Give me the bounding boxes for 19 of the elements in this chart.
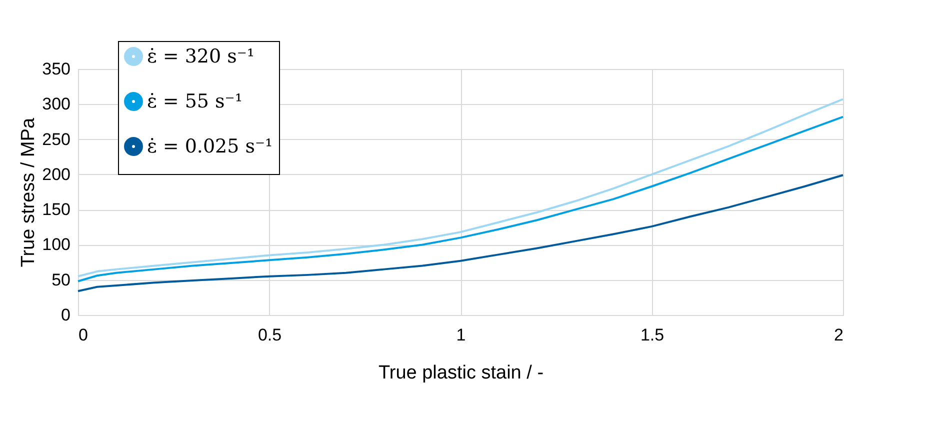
y-tick-label: 300 [42, 94, 70, 114]
x-tick-label: 1 [456, 326, 466, 344]
y-tick-label: 350 [42, 60, 70, 78]
x-tick-label: 1.5 [640, 326, 664, 344]
x-tick-label: 0.5 [258, 326, 282, 344]
y-tick-label: 250 [42, 130, 70, 149]
y-tick-label: 0 [61, 306, 70, 324]
x-axis-title: True plastic stain / - [378, 362, 544, 384]
legend-label: ε̇ = 55 s⁻¹ [147, 90, 242, 112]
x-tick-label: 0 [78, 326, 88, 344]
x-tick-label: 2 [834, 326, 844, 344]
legend-label: ε̇ = 320 s⁻¹ [147, 46, 255, 68]
y-tick-label: 100 [42, 235, 70, 254]
y-axis-title: True stress / MPa [18, 117, 40, 268]
y-tick-label: 150 [42, 200, 70, 220]
legend-label: ε̇ = 0.025 s⁻¹ [147, 136, 273, 158]
y-tick-label: 50 [52, 270, 70, 290]
line-series [77, 174, 844, 292]
y-tick-label: 200 [42, 164, 70, 184]
